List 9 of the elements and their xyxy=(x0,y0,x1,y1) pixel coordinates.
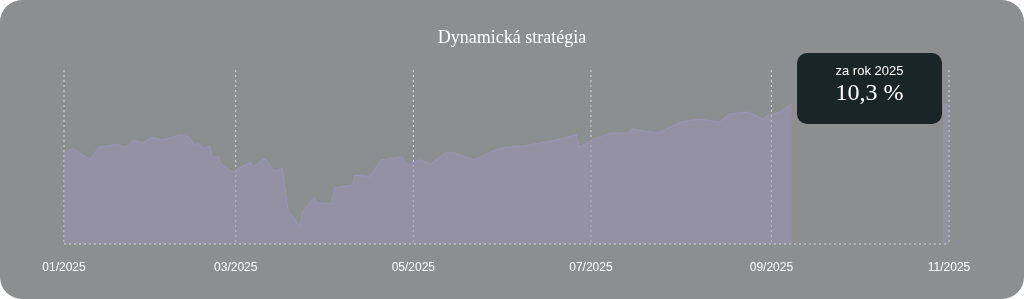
chart-title: Dynamická stratégia xyxy=(436,27,588,48)
callout-box: za rok 2025 10,3 % xyxy=(797,53,942,124)
x-tick-label: 09/2025 xyxy=(749,259,794,274)
x-tick-label: 03/2025 xyxy=(214,259,258,274)
x-tick-label: 01/2025 xyxy=(42,259,87,274)
x-tick-label: 07/2025 xyxy=(569,259,613,274)
x-tick-label: 05/2025 xyxy=(391,259,436,274)
x-tick-label: 11/2025 xyxy=(927,259,971,274)
annotation: 10,3 % xyxy=(834,79,905,106)
